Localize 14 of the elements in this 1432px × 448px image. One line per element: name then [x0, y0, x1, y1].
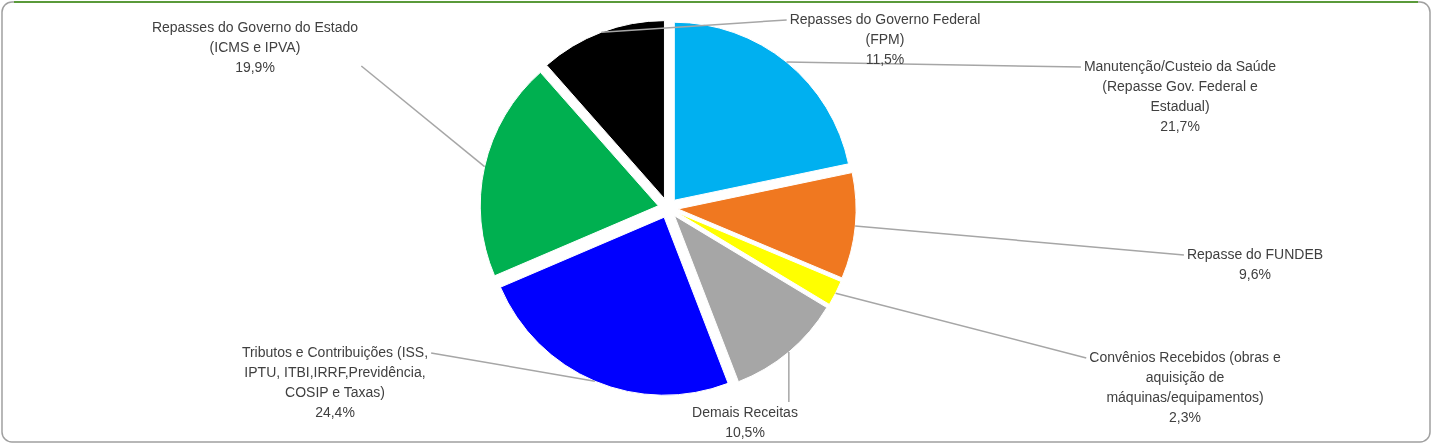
data-label: 21,7% — [1160, 118, 1200, 134]
data-label: 2,3% — [1169, 409, 1201, 425]
slice-label: Repasses do Governo do Estado (ICMS e IPVA) — [151, 19, 359, 55]
slice-label: Tributos e Contribuições (ISS, IPTU, ITBI,IRRF,Previdência, COSIP e Taxas) — [241, 344, 429, 400]
slice-label: Manutenção/Custeio da Saúde (Repasse Gov. Federal e Estadual) — [1083, 58, 1277, 114]
data-label: 24,4% — [315, 404, 355, 420]
data-label: 10,5% — [725, 424, 765, 440]
data-label: 19,9% — [235, 59, 275, 75]
slice-label: Convênios Recebidos (obras e aquisição de máquinas/equipamentos) — [1089, 349, 1281, 405]
data-label: 9,6% — [1239, 266, 1271, 282]
slice-label: Demais Receitas — [692, 404, 798, 420]
data-label: 11,5% — [865, 51, 905, 67]
slice-label: Repasse do FUNDEB — [1186, 246, 1324, 262]
slice-label: Repasses do Governo Federal (FPM) — [789, 11, 981, 47]
